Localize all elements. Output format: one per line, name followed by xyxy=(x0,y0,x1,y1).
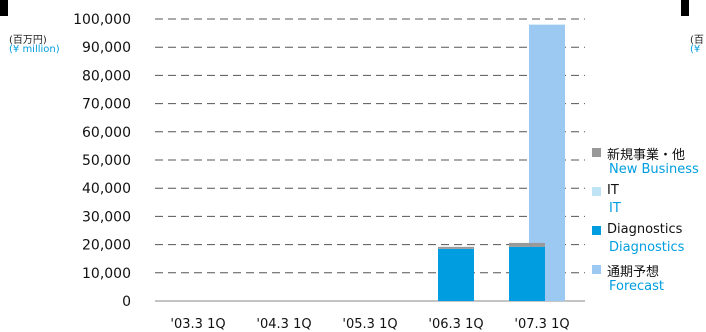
y-tick-label: 100,000 xyxy=(73,12,131,28)
unit-label-ja-right: (百 xyxy=(690,35,704,46)
legend-label-ja: IT xyxy=(607,183,619,198)
legend-swatch-it xyxy=(592,187,601,196)
x-tick-label: '05.3 1Q xyxy=(342,317,397,332)
corner-mark-left xyxy=(0,0,8,16)
y-tick-label: 70,000 xyxy=(82,97,131,113)
legend-label-en: Diagnostics xyxy=(609,240,685,255)
bar-new-business xyxy=(438,246,474,249)
y-tick-label: 40,000 xyxy=(82,181,131,197)
x-tick-label: '07.3 1Q xyxy=(514,317,569,332)
unit-label-en: (¥ million) xyxy=(9,44,60,55)
legend-label-en: IT xyxy=(609,201,621,216)
y-tick-label: 10,000 xyxy=(82,266,131,282)
legend: 新規事業・他 New Business IT IT Diagnostics Di… xyxy=(592,144,706,300)
x-tick-label: '04.3 1Q xyxy=(256,317,311,332)
legend-label-en: Forecast xyxy=(609,279,665,294)
y-tick-label: 0 xyxy=(122,294,131,310)
legend-item-new-business: 新規事業・他 New Business xyxy=(592,144,706,183)
y-tick-label: 80,000 xyxy=(82,68,131,84)
y-tick-label: 50,000 xyxy=(82,153,131,169)
legend-item-it: IT IT xyxy=(592,183,706,222)
legend-swatch-forecast xyxy=(592,265,601,274)
unit-label-ja: (百万円) xyxy=(9,35,47,46)
x-tick-label: '03.3 1Q xyxy=(170,317,225,332)
x-tick-label: '06.3 1Q xyxy=(428,317,483,332)
legend-swatch-new-business xyxy=(592,148,601,157)
bar-diagnostics xyxy=(438,248,474,301)
y-tick-label: 30,000 xyxy=(82,209,131,225)
legend-item-forecast: 通期予想 Forecast xyxy=(592,261,706,300)
legend-label-ja: 通期予想 xyxy=(607,265,660,280)
unit-label-en-right: (¥ xyxy=(690,44,701,55)
bar-diagnostics xyxy=(509,246,545,301)
corner-mark-right xyxy=(681,0,689,16)
legend-item-diagnostics: Diagnostics Diagnostics xyxy=(592,222,706,261)
legend-swatch-diagnostics xyxy=(592,226,601,235)
legend-label-en: New Business xyxy=(609,162,699,177)
y-tick-label: 20,000 xyxy=(82,238,131,254)
legend-label-ja: Diagnostics xyxy=(607,222,683,237)
y-tick-label: 60,000 xyxy=(82,125,131,141)
y-tick-label: 90,000 xyxy=(82,40,131,56)
legend-label-ja: 新規事業・他 xyxy=(607,148,686,163)
bar-new-business xyxy=(509,242,545,247)
